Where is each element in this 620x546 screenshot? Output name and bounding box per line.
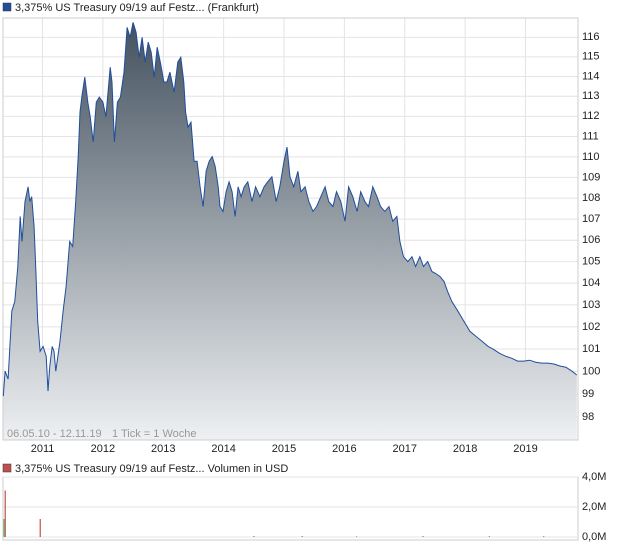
y-tick-label: 103 xyxy=(582,299,600,311)
y-tick-label: 111 xyxy=(582,130,599,142)
y-tick-label: 101 xyxy=(582,343,600,355)
y-tick-label: 102 xyxy=(582,321,600,333)
y-tick-label: 100 xyxy=(582,365,600,377)
x-tick-label: 2019 xyxy=(513,443,537,455)
volume-bar xyxy=(543,536,545,538)
y-tick-label: 116 xyxy=(582,31,600,43)
y-tick-label: 4,0M xyxy=(582,471,606,483)
y-tick-label: 109 xyxy=(582,171,600,183)
x-tick-label: 2018 xyxy=(453,443,477,455)
y-tick-label: 113 xyxy=(582,90,600,102)
x-tick-label: 2011 xyxy=(31,443,55,455)
y-tick-label: 107 xyxy=(582,213,600,225)
x-tick-label: 2012 xyxy=(91,443,115,455)
y-tick-label: 110 xyxy=(582,151,600,163)
x-tick-label: 2015 xyxy=(272,443,296,455)
x-tick-label: 2013 xyxy=(151,443,175,455)
annotation: 1 Tick = 1 Woche xyxy=(112,428,196,440)
x-tick-label: 2014 xyxy=(211,443,235,455)
y-tick-label: 98 xyxy=(582,411,594,423)
y-tick-label: 2,0M xyxy=(582,501,606,513)
volume-bar xyxy=(301,536,303,537)
area-fill xyxy=(3,22,577,441)
y-tick-label: 0,0M xyxy=(582,531,606,543)
plot-frame xyxy=(2,476,579,541)
x-tick-label: 2016 xyxy=(332,443,356,455)
volume-bar xyxy=(4,490,6,537)
y-tick-label: 115 xyxy=(582,51,600,63)
y-tick-label: 104 xyxy=(582,277,600,289)
y-tick-label: 112 xyxy=(582,110,600,122)
volume-bar xyxy=(422,536,424,537)
y-tick-label: 106 xyxy=(582,234,600,246)
annotation: 06.05.10 - 12.11.19 xyxy=(7,428,102,440)
y-tick-label: 114 xyxy=(582,70,600,82)
chart-title: 3,375% US Treasury 09/19 auf Festz... Vo… xyxy=(15,463,288,475)
legend-swatch xyxy=(2,2,12,12)
price-line xyxy=(2,22,578,397)
chart-title: 3,375% US Treasury 09/19 auf Festz... (F… xyxy=(15,2,259,14)
plot-frame xyxy=(2,17,579,441)
volume-bar xyxy=(355,536,358,538)
volume-bar xyxy=(39,519,41,537)
legend-swatch xyxy=(2,463,12,473)
y-tick-label: 105 xyxy=(582,256,600,268)
volume-bar xyxy=(253,536,255,537)
volume-bar xyxy=(3,519,5,537)
y-tick-label: 108 xyxy=(582,192,600,204)
volume-bar xyxy=(488,536,490,538)
x-tick-label: 2017 xyxy=(393,443,417,455)
y-tick-label: 99 xyxy=(582,388,594,400)
